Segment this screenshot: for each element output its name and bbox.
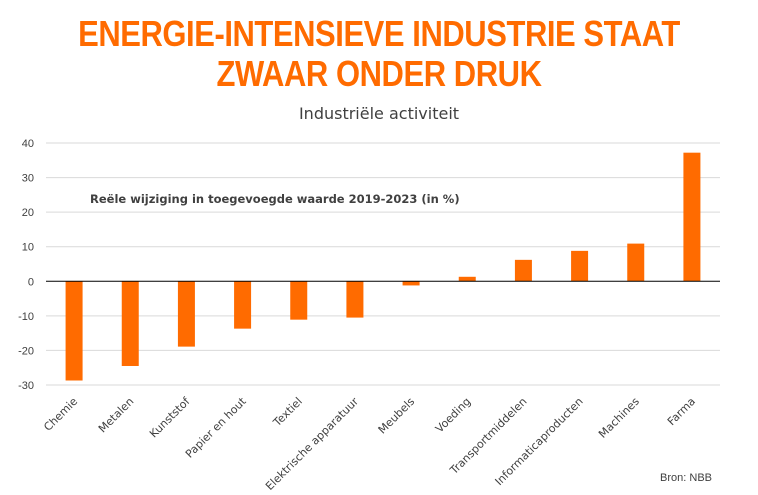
x-tick-label: Machines xyxy=(596,395,642,441)
y-tick-label: -10 xyxy=(18,311,34,323)
bar xyxy=(290,281,308,320)
bar xyxy=(346,281,364,318)
x-tick-label: Chemie xyxy=(41,395,80,434)
y-tick-label: -30 xyxy=(18,380,34,392)
x-tick-label: Elektrische apparatuur xyxy=(263,395,361,493)
bar xyxy=(234,281,252,329)
y-tick-label: 10 xyxy=(22,242,34,254)
chart-annotation: Reële wijziging in toegevoegde waarde 20… xyxy=(90,192,460,206)
x-tick-label: Kunststof xyxy=(147,394,193,440)
x-tick-label: Meubels xyxy=(376,395,418,437)
x-tick-label: Voeding xyxy=(433,395,473,435)
bar xyxy=(627,243,645,282)
y-tick-label: 20 xyxy=(22,207,34,219)
source-note: Bron: NBB xyxy=(660,472,712,484)
x-tick-label: Metalen xyxy=(96,395,136,435)
y-tick-label: 30 xyxy=(22,173,34,185)
x-tick-label: Farma xyxy=(665,395,698,428)
bar xyxy=(683,152,701,282)
bar xyxy=(514,259,532,282)
chart-title: Industriële activiteit xyxy=(298,104,460,123)
bar xyxy=(571,250,589,282)
x-tick-label: Textiel xyxy=(270,395,305,430)
x-tick-label: Papier en hout xyxy=(183,394,249,460)
bar xyxy=(177,281,195,347)
bar xyxy=(458,276,476,282)
bar xyxy=(65,281,83,381)
y-tick-label: 0 xyxy=(28,276,34,288)
bar xyxy=(402,281,420,286)
y-tick-label: 40 xyxy=(22,138,34,150)
headline-line-2: ZWAAR ONDER DRUK xyxy=(216,53,542,94)
headline-line-1: ENERGIE-INTENSIEVE INDUSTRIE STAAT xyxy=(78,13,680,54)
y-tick-label: -20 xyxy=(18,345,34,357)
bar xyxy=(121,281,139,366)
headline: ENERGIE-INTENSIEVE INDUSTRIE STAAT ZWAAR… xyxy=(53,14,705,94)
